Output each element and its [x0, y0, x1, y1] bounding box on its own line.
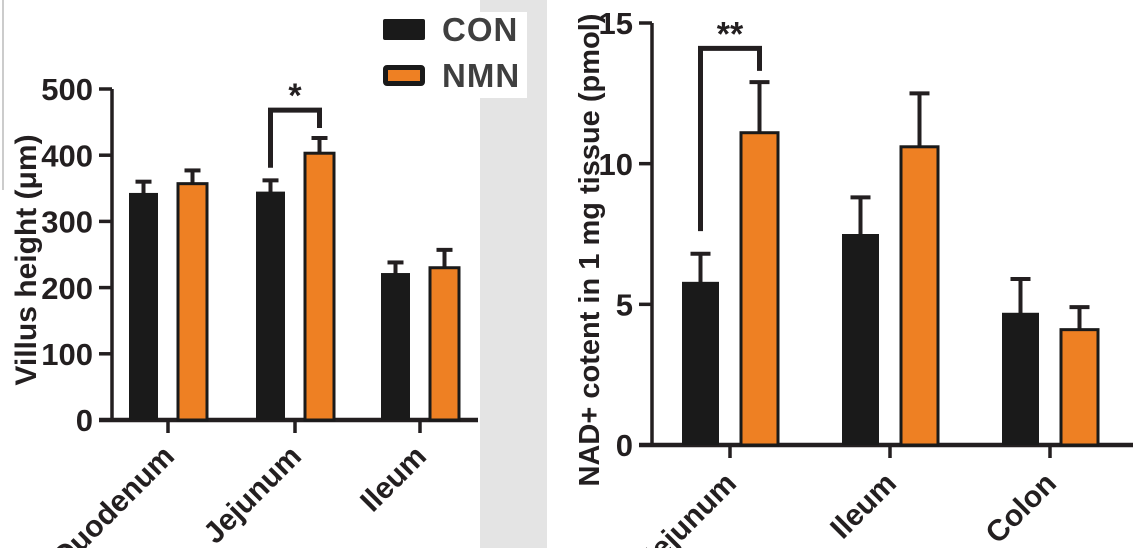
bar-nmn-colon	[1059, 328, 1100, 447]
category-label: Jejunum	[632, 467, 743, 548]
villus-height-chart: 0 100 200 300 400 500 Duodenum Jejunum Ileum * Vil…	[10, 72, 478, 548]
nad-content-chart: 0 5 10 15 Jejunum Ileum Colon ** NAD+ cotent in …	[574, 6, 1133, 548]
y-axis-title: NAD+ cotent in 1 mg tissue (pmol)	[574, 14, 606, 487]
y-axis-title: Villus height (μm)	[10, 134, 43, 385]
category-label: Ileum	[354, 440, 433, 519]
bar-nmn-jejunum	[739, 131, 780, 447]
significance-label: *	[288, 77, 302, 115]
category-label: Colon	[980, 467, 1063, 548]
bar-nmn-duodenum	[176, 182, 209, 422]
bar-con-colon	[1002, 312, 1039, 445]
significance-bracket	[698, 45, 762, 232]
bar-con-jejunum	[256, 191, 285, 420]
legend-label-con: CON	[442, 11, 519, 48]
y-tick-label: 200	[41, 271, 93, 306]
y-tick-label: 10	[599, 147, 633, 182]
y-tick-label: 100	[41, 337, 93, 372]
y-tick-label: 400	[41, 138, 93, 173]
left-edge-crop-artifact	[2, 0, 4, 190]
y-tick-label: 15	[599, 6, 633, 41]
category-label: Ileum	[824, 467, 903, 546]
bar-con-ileum	[842, 234, 879, 445]
y-tick-label: 5	[616, 287, 633, 322]
bar-nmn-ileum	[428, 266, 461, 422]
legend: CON NMN	[383, 13, 520, 92]
legend-label-nmn: NMN	[442, 57, 521, 94]
bar-nmn-jejunum	[303, 151, 336, 422]
y-tick-label: 0	[76, 403, 93, 438]
y-tick-label: 500	[41, 72, 93, 107]
significance-label: **	[717, 15, 744, 53]
category-label: Duodenum	[47, 440, 181, 548]
bar-nmn-ileum	[899, 145, 940, 447]
legend-entry-con: CON	[383, 13, 520, 46]
category-label: Jejunum	[197, 440, 308, 548]
legend-background	[480, 12, 527, 98]
bar-con-duodenum	[129, 192, 158, 420]
significance-bracket	[268, 107, 322, 168]
nmn-swatch-icon	[383, 65, 425, 86]
con-swatch-icon	[383, 19, 425, 40]
y-tick-label: 0	[616, 428, 633, 463]
y-tick-label: 300	[41, 205, 93, 240]
legend-entry-nmn: NMN	[383, 59, 520, 92]
bar-con-ileum	[381, 273, 410, 420]
bar-con-jejunum	[682, 281, 719, 445]
